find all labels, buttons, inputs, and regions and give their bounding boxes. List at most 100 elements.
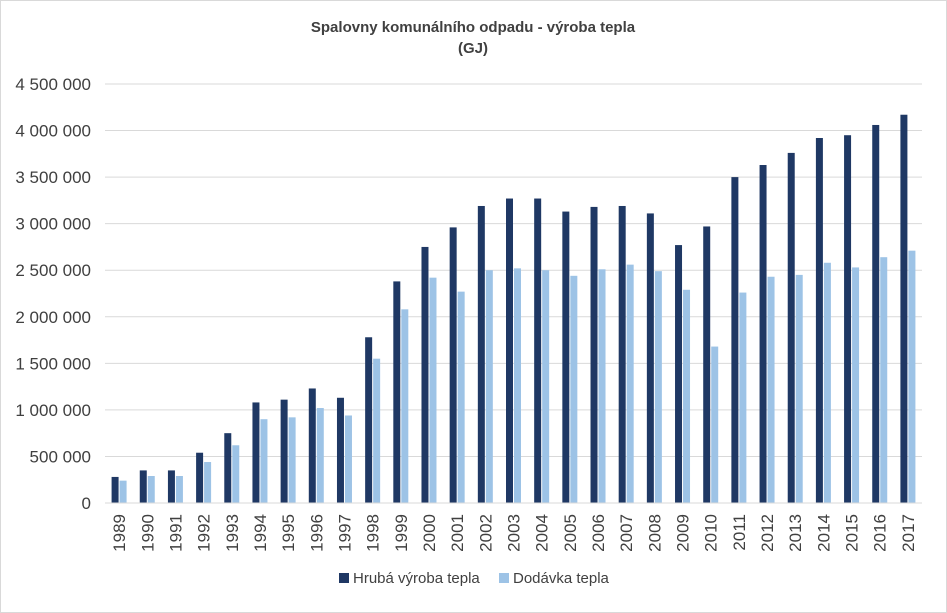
bar-dodavka-1989: [119, 480, 127, 503]
bar-dodavka-2016: [880, 257, 888, 503]
bar-hruba-vyroba-1996: [308, 388, 316, 503]
bar-hruba-vyroba-1990: [139, 470, 147, 503]
bar-dodavka-2012: [767, 276, 775, 503]
legend-label: Dodávka tepla: [513, 570, 610, 587]
bar-dodavka-1991: [175, 476, 183, 503]
bar-hruba-vyroba-1991: [167, 470, 175, 503]
bar-dodavka-1998: [373, 358, 381, 503]
bar-dodavka-1990: [147, 476, 155, 503]
x-tick-label: 1992: [195, 514, 214, 552]
x-tick-label: 2002: [476, 514, 495, 552]
legend: Hrubá výroba tepla Dodávka tepla: [339, 570, 610, 587]
x-tick-label: 2009: [674, 514, 693, 552]
x-tick-label: 1993: [223, 514, 242, 552]
bar-hruba-vyroba-2007: [618, 205, 626, 504]
bar-hruba-vyroba-1997: [336, 397, 344, 503]
bar-hruba-vyroba-2014: [815, 138, 823, 503]
bar-hruba-vyroba-1994: [252, 402, 260, 503]
legend-swatch: [499, 573, 509, 583]
bar-hruba-vyroba-1992: [196, 452, 204, 503]
x-tick-label: 2001: [448, 514, 467, 552]
x-tick-label: 1995: [279, 514, 298, 552]
bar-dodavka-2011: [739, 292, 747, 503]
x-tick-label: 1994: [251, 514, 270, 552]
bar-hruba-vyroba-2004: [534, 198, 542, 503]
gridlines: [105, 83, 922, 457]
bar-hruba-vyroba-2017: [900, 114, 908, 503]
x-tick-label: 2004: [533, 514, 552, 552]
x-tick-label: 2017: [899, 514, 918, 552]
bar-dodavka-2010: [711, 346, 719, 503]
bar-dodavka-1996: [316, 408, 324, 503]
y-tick-label: 4 000 000: [15, 122, 91, 141]
x-tick-label: 2008: [645, 514, 664, 552]
bar-dodavka-2001: [457, 291, 465, 503]
bar-dodavka-2014: [823, 262, 831, 503]
bar-dodavka-2017: [908, 250, 916, 503]
bar-dodavka-1992: [204, 462, 212, 503]
bar-hruba-vyroba-2010: [703, 226, 711, 503]
bar-dodavka-2008: [654, 271, 662, 503]
y-tick-label: 2 500 000: [15, 261, 91, 280]
x-tick-label: 2015: [843, 514, 862, 552]
x-tick-label: 2013: [786, 514, 805, 552]
y-tick-label: 3 500 000: [15, 168, 91, 187]
y-axis-tick-labels: 0 500 000 1 000 000 1 500 000 2 000 000 2 500…: [15, 75, 91, 513]
x-tick-label: 2006: [589, 514, 608, 552]
bar-dodavka-2013: [795, 274, 803, 503]
bar-hruba-vyroba-2002: [477, 205, 485, 504]
y-tick-label: 1 500 000: [15, 354, 91, 373]
bar-hruba-vyroba-2005: [562, 211, 570, 503]
bar-dodavka-1993: [232, 445, 240, 503]
x-tick-label: 2000: [420, 514, 439, 552]
x-tick-label: 2011: [730, 514, 749, 551]
x-tick-label: 2014: [814, 514, 833, 552]
bar-hruba-vyroba-2006: [590, 206, 598, 503]
x-tick-label: 1990: [138, 514, 157, 552]
y-tick-label: 500 000: [30, 447, 91, 466]
bar-hruba-vyroba-2009: [675, 245, 683, 503]
bar-dodavka-2000: [429, 277, 437, 503]
bar-hruba-vyroba-2011: [731, 177, 739, 504]
bars: [111, 114, 916, 504]
bar-hruba-vyroba-1989: [111, 476, 119, 503]
bar-dodavka-2006: [598, 269, 606, 503]
bar-hruba-vyroba-2001: [449, 227, 457, 503]
bar-dodavka-1999: [401, 309, 409, 503]
bar-hruba-vyroba-1993: [224, 433, 232, 503]
bar-dodavka-2005: [570, 275, 578, 503]
x-tick-label: 1997: [335, 514, 354, 552]
bar-dodavka-2004: [542, 270, 550, 503]
bar-dodavka-2007: [626, 264, 634, 503]
legend-label: Hrubá výroba tepla: [353, 570, 480, 587]
y-tick-label: 3 000 000: [15, 215, 91, 234]
bar-hruba-vyroba-1999: [393, 281, 401, 503]
y-tick-label: 2 000 000: [15, 308, 91, 327]
x-axis-tick-labels: 1989 1990 1991 1992 1993 1994 1995 1996 1997 1998…: [110, 514, 918, 552]
bar-hruba-vyroba-1995: [280, 399, 288, 503]
y-tick-label: 1 000 000: [15, 401, 91, 420]
x-tick-label: 1998: [364, 514, 383, 552]
y-tick-label: 0: [82, 494, 91, 513]
x-tick-label: 1991: [166, 514, 185, 552]
bar-hruba-vyroba-2003: [506, 198, 513, 503]
bar-hruba-vyroba-2015: [844, 135, 852, 503]
bar-hruba-vyroba-2016: [872, 124, 880, 503]
bar-hruba-vyroba-2012: [759, 165, 767, 503]
x-tick-label: 2016: [871, 514, 890, 552]
bar-dodavka-2015: [852, 267, 860, 503]
bar-dodavka-2003: [514, 268, 521, 503]
bar-dodavka-2002: [485, 270, 493, 503]
bar-dodavka-1997: [344, 415, 352, 503]
x-tick-label: 1989: [110, 514, 129, 552]
bar-hruba-vyroba-1998: [365, 337, 373, 503]
x-tick-label: 2007: [617, 514, 636, 552]
x-tick-label: 2010: [702, 514, 721, 552]
bar-dodavka-1994: [260, 419, 268, 503]
x-tick-label: 2005: [561, 514, 580, 552]
x-tick-label: 2012: [758, 514, 777, 552]
bar-hruba-vyroba-2013: [787, 152, 795, 503]
chart-title: Spalovny komunálního odpadu - výroba tep…: [311, 19, 636, 36]
bar-dodavka-2009: [683, 289, 691, 503]
